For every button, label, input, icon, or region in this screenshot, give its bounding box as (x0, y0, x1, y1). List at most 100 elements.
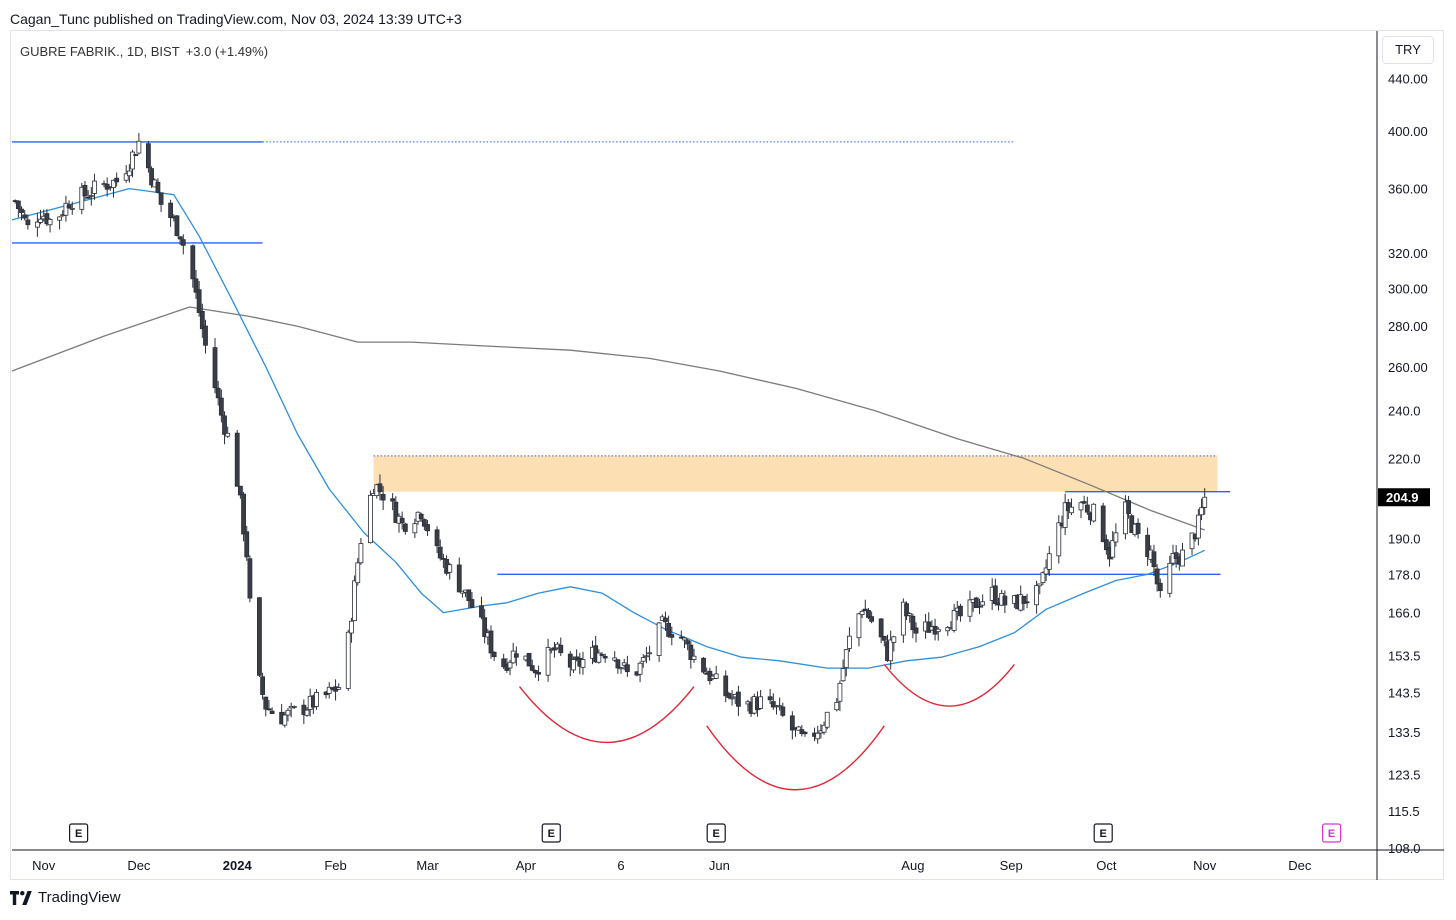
earnings-marker[interactable] (1093, 823, 1113, 843)
candle-body (640, 657, 646, 662)
candle-body (1126, 500, 1131, 514)
candle-body (336, 687, 342, 690)
candle-body (196, 289, 202, 313)
candle-body (34, 221, 40, 228)
candle-body (282, 714, 288, 726)
candle-body (840, 668, 846, 682)
price-tick-label: 133.5 (1388, 725, 1421, 740)
candle-body (412, 523, 418, 534)
candle-body (1103, 539, 1109, 551)
candle-body (837, 682, 843, 702)
last-price-label: 204.9 (1386, 490, 1419, 505)
earnings-marker[interactable] (541, 823, 561, 843)
candle-body (1167, 562, 1173, 594)
candle-body (441, 558, 446, 560)
price-tick-label: 115.5 (1388, 804, 1420, 819)
rounding-bottom-arc[interactable] (883, 663, 1015, 707)
candle-body (380, 493, 386, 501)
candle-body (888, 639, 894, 662)
candle-body (1024, 601, 1030, 604)
time-tick-label: 6 (617, 858, 624, 873)
candle-body (345, 631, 351, 689)
candle-body (456, 564, 462, 593)
candle-body (421, 519, 427, 527)
candle-body (85, 196, 91, 199)
rounding-bottom-arc[interactable] (518, 686, 695, 744)
earnings-label: E (548, 828, 555, 840)
candle-body (907, 613, 913, 616)
candle-body (1002, 595, 1008, 606)
candle-body (713, 673, 719, 679)
candle-body (1040, 572, 1046, 583)
candle-body (425, 524, 430, 532)
candle-body (951, 610, 957, 631)
candle-body (973, 597, 979, 609)
symbol-legend[interactable]: GUBRE FABRIK., 1D, BIST +3.0 (+1.49%) (20, 44, 268, 59)
earnings-marker[interactable] (706, 823, 726, 843)
candle-body (536, 672, 541, 675)
candle-body (1091, 503, 1097, 522)
candle-body (402, 523, 408, 532)
candle-body (1154, 568, 1160, 585)
price-tick-label: 166.0 (1388, 606, 1421, 621)
resistance-zone[interactable] (373, 455, 1218, 492)
candle-body (529, 665, 535, 671)
candle-body (393, 501, 399, 523)
symbol-name: GUBRE FABRIK., 1D, BIST (20, 44, 180, 59)
candle-body (358, 543, 364, 564)
candle-body (479, 605, 484, 618)
candle-body (656, 622, 662, 656)
price-tick-label: 320.00 (1388, 246, 1428, 261)
candle-body (168, 202, 174, 218)
candle-body (1078, 502, 1084, 511)
candle-body (225, 432, 231, 437)
rounding-bottom-arc[interactable] (706, 725, 885, 791)
candle-body (796, 726, 802, 731)
candle-body (1056, 522, 1062, 557)
candle-body (418, 513, 424, 519)
candle-body (180, 239, 186, 246)
candle-body (980, 601, 986, 606)
candle-body (434, 529, 440, 547)
candle-body (688, 644, 694, 660)
candle-body (44, 213, 50, 225)
candle-body (599, 654, 605, 656)
last-price-marker (1378, 488, 1430, 507)
candle-body (218, 397, 224, 416)
candle-body (257, 597, 262, 676)
candle-body (682, 637, 687, 641)
candle-body (241, 493, 246, 535)
candle-body (977, 605, 982, 608)
currency-badge[interactable]: TRY (1382, 36, 1434, 64)
candle-body (1180, 549, 1185, 567)
candle-body (637, 662, 643, 675)
earnings-marker[interactable] (69, 823, 89, 843)
candle-body (685, 640, 691, 645)
candle-body (891, 636, 897, 643)
candle-body (789, 715, 795, 731)
candle-body (701, 657, 706, 673)
earnings-marker[interactable] (1321, 823, 1342, 843)
candle-body (935, 628, 941, 633)
candle-body (843, 649, 849, 668)
time-tick-label: Dec (1288, 858, 1312, 873)
price-tick-label: 108.0 (1388, 841, 1421, 856)
candle-body (1189, 532, 1195, 550)
candle-body (199, 311, 205, 330)
candle-body (1145, 534, 1151, 558)
candle-body (1123, 501, 1128, 535)
candle-body (355, 562, 361, 584)
candle-body (1021, 595, 1027, 604)
candle-body (1195, 514, 1201, 539)
candle-body (260, 676, 265, 695)
candle-body (815, 732, 821, 740)
candle-body (1034, 585, 1039, 606)
candle-body (263, 696, 269, 710)
candle-body (158, 192, 164, 205)
brand-name: TradingView (38, 889, 121, 906)
candle-body (621, 662, 627, 666)
tradingview-brand[interactable]: TradingView (10, 889, 121, 906)
candle-body (856, 613, 862, 639)
candle-body (69, 207, 75, 210)
